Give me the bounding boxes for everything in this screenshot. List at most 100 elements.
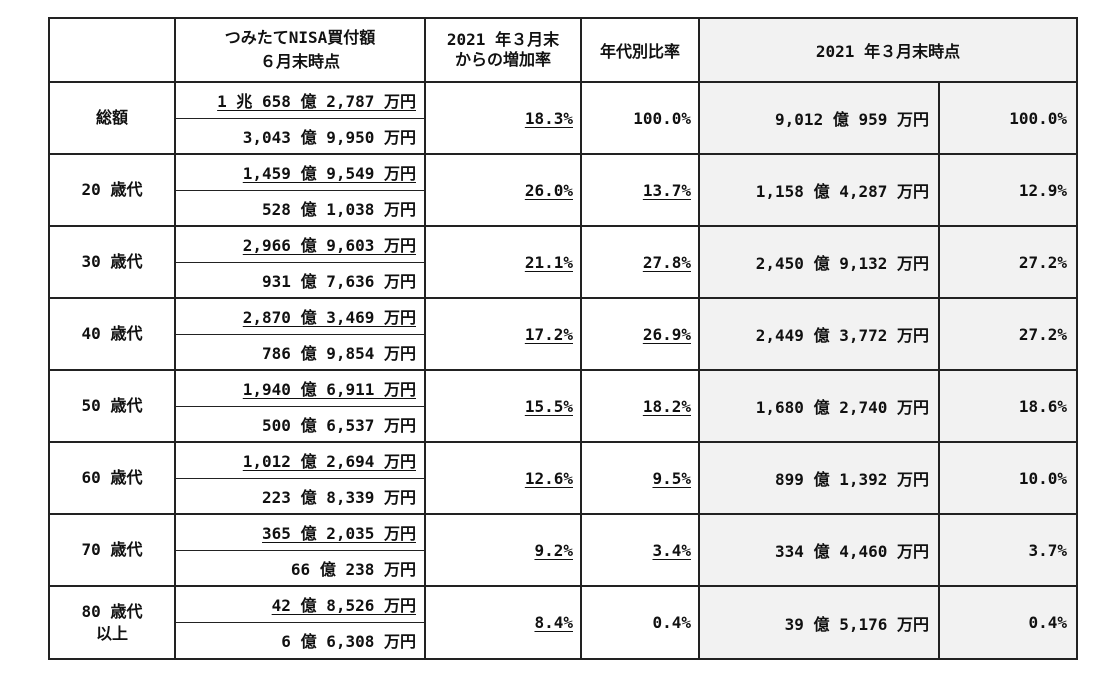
march-ratio: 3.7% <box>1028 540 1067 560</box>
age-label: 20 歳代 <box>81 180 143 199</box>
table-body: 総額 1 兆 658 億 2,787 万円 18.3% 100.0% 9,012 億 9… <box>48 81 1078 660</box>
march-ratio: 100.0% <box>1009 108 1067 128</box>
march-amount-cell: 9,012 億 959 万円 <box>698 81 940 155</box>
table-row-sub: 6 億 6,308 万円 <box>49 621 1077 660</box>
age-label: 50 歳代 <box>81 396 143 415</box>
amount-june: 1,459 億 9,549 万円 <box>242 164 416 184</box>
ratio-cell: 3.4% <box>580 513 700 587</box>
amount-diff: 66 億 238 万円 <box>290 559 416 579</box>
march-ratio: 27.2% <box>1018 324 1067 344</box>
age-ratio: 13.7% <box>642 180 691 200</box>
march-ratio-cell: 10.0% <box>938 441 1078 515</box>
amount-june-cell: 1,459 億 9,549 万円 <box>174 153 426 191</box>
march-ratio-cell: 3.7% <box>938 513 1078 587</box>
march-ratio: 27.2% <box>1018 252 1067 272</box>
table-row-sub: 66 億 238 万円 <box>49 549 1077 587</box>
age-cell: 50 歳代 <box>48 369 176 443</box>
amount-june: 42 億 8,526 万円 <box>271 596 416 616</box>
growth-rate: 9.2% <box>534 540 573 560</box>
amount-diff: 931 億 7,636 万円 <box>262 271 416 291</box>
age-label: 30 歳代 <box>81 252 143 271</box>
table-row-sub: 931 億 7,636 万円 <box>49 261 1077 299</box>
header-row: つみたてNISA買付額 ６月末時点 2021 年３月末 からの増加率 年代別比率… <box>48 17 1078 83</box>
growth-cell: 17.2% <box>424 297 582 371</box>
march-ratio: 12.9% <box>1018 180 1067 200</box>
growth-rate: 17.2% <box>524 324 573 344</box>
age-cell: 40 歳代 <box>48 297 176 371</box>
ratio-cell: 18.2% <box>580 369 700 443</box>
amount-diff-cell: 528 億 1,038 万円 <box>174 189 426 227</box>
growth-cell: 26.0% <box>424 153 582 227</box>
march-amount-cell: 1,680 億 2,740 万円 <box>698 369 940 443</box>
amount-diff-cell: 931 億 7,636 万円 <box>174 261 426 299</box>
march-amount: 899 億 1,392 万円 <box>775 470 929 489</box>
age-label-2: 以上 <box>95 623 128 643</box>
growth-cell: 18.3% <box>424 81 582 155</box>
march-ratio-cell: 27.2% <box>938 225 1078 299</box>
amount-june-cell: 1 兆 658 億 2,787 万円 <box>174 81 426 119</box>
march-ratio-cell: 12.9% <box>938 153 1078 227</box>
growth-rate: 8.4% <box>534 613 573 632</box>
table-row: 総額 1 兆 658 億 2,787 万円 18.3% 100.0% 9,012 億 9… <box>48 81 1078 155</box>
age-ratio: 3.4% <box>652 540 691 560</box>
table-row-sub: 3,043 億 9,950 万円 <box>49 117 1077 155</box>
growth-rate: 21.1% <box>524 252 573 272</box>
march-amount-cell: 334 億 4,460 万円 <box>698 513 940 587</box>
header-ratio: 年代別比率 <box>580 17 700 83</box>
march-ratio-cell: 18.6% <box>938 369 1078 443</box>
age-label: 60 歳代 <box>81 468 143 487</box>
ratio-cell: 27.8% <box>580 225 700 299</box>
age-ratio: 26.9% <box>642 324 691 344</box>
age-cell: 30 歳代 <box>48 225 176 299</box>
age-cell: 60 歳代 <box>48 441 176 515</box>
nisa-table: つみたてNISA買付額 ６月末時点 2021 年３月末 からの増加率 年代別比率… <box>48 17 1078 660</box>
age-cell: 総額 <box>48 81 176 155</box>
ratio-cell: 26.9% <box>580 297 700 371</box>
march-ratio-cell: 100.0% <box>938 81 1078 155</box>
amount-diff: 3,043 億 9,950 万円 <box>242 127 416 147</box>
table-row-sub: 528 億 1,038 万円 <box>49 189 1077 227</box>
growth-cell: 12.6% <box>424 441 582 515</box>
table-row: 70 歳代 365 億 2,035 万円 9.2% 3.4% 334 億 4,460 万… <box>48 513 1078 587</box>
header-amount-line2: ６月末時点 <box>259 52 340 71</box>
amount-june-cell: 42 億 8,526 万円 <box>174 585 426 623</box>
table-row: 60 歳代 1,012 億 2,694 万円 12.6% 9.5% 899 億 1,39… <box>48 441 1078 515</box>
amount-diff-cell: 500 億 6,537 万円 <box>174 405 426 443</box>
growth-rate: 15.5% <box>524 396 573 416</box>
table-row-sub: 500 億 6,537 万円 <box>49 405 1077 443</box>
age-label: 総額 <box>95 108 128 127</box>
amount-june-cell: 2,870 億 3,469 万円 <box>174 297 426 335</box>
ratio-cell: 0.4% <box>580 585 700 660</box>
amount-june-cell: 2,966 億 9,603 万円 <box>174 225 426 263</box>
march-amount-cell: 39 億 5,176 万円 <box>698 585 940 660</box>
amount-june-cell: 1,940 億 6,911 万円 <box>174 369 426 407</box>
growth-cell: 15.5% <box>424 369 582 443</box>
march-amount-cell: 2,450 億 9,132 万円 <box>698 225 940 299</box>
march-ratio-cell: 27.2% <box>938 297 1078 371</box>
table-row: 40 歳代 2,870 億 3,469 万円 17.2% 26.9% 2,449 億 3… <box>48 297 1078 371</box>
amount-diff-cell: 786 億 9,854 万円 <box>174 333 426 371</box>
growth-cell: 9.2% <box>424 513 582 587</box>
age-label: 40 歳代 <box>81 324 143 343</box>
march-amount-cell: 1,158 億 4,287 万円 <box>698 153 940 227</box>
march-ratio: 0.4% <box>1028 613 1067 632</box>
table-row: 30 歳代 2,966 億 9,603 万円 21.1% 27.8% 2,450 億 9… <box>48 225 1078 299</box>
table-row-sub: 786 億 9,854 万円 <box>49 333 1077 371</box>
march-amount: 9,012 億 959 万円 <box>775 110 929 129</box>
amount-june: 1 兆 658 億 2,787 万円 <box>217 92 416 112</box>
march-amount: 1,680 億 2,740 万円 <box>755 398 929 417</box>
amount-diff-cell: 6 億 6,308 万円 <box>174 621 426 660</box>
amount-june: 1,940 億 6,911 万円 <box>242 380 416 400</box>
march-ratio: 18.6% <box>1018 396 1067 416</box>
march-amount: 2,450 億 9,132 万円 <box>755 254 929 273</box>
table-row: 50 歳代 1,940 億 6,911 万円 15.5% 18.2% 1,680 億 2… <box>48 369 1078 443</box>
amount-diff-cell: 3,043 億 9,950 万円 <box>174 117 426 155</box>
amount-june-cell: 1,012 億 2,694 万円 <box>174 441 426 479</box>
march-amount: 334 億 4,460 万円 <box>775 542 929 561</box>
header-march: 2021 年３月末時点 <box>698 17 1078 83</box>
header-corner <box>48 17 176 83</box>
age-ratio: 27.8% <box>642 252 691 272</box>
ratio-cell: 9.5% <box>580 441 700 515</box>
march-amount: 2,449 億 3,772 万円 <box>755 326 929 345</box>
amount-diff: 528 億 1,038 万円 <box>262 199 416 219</box>
